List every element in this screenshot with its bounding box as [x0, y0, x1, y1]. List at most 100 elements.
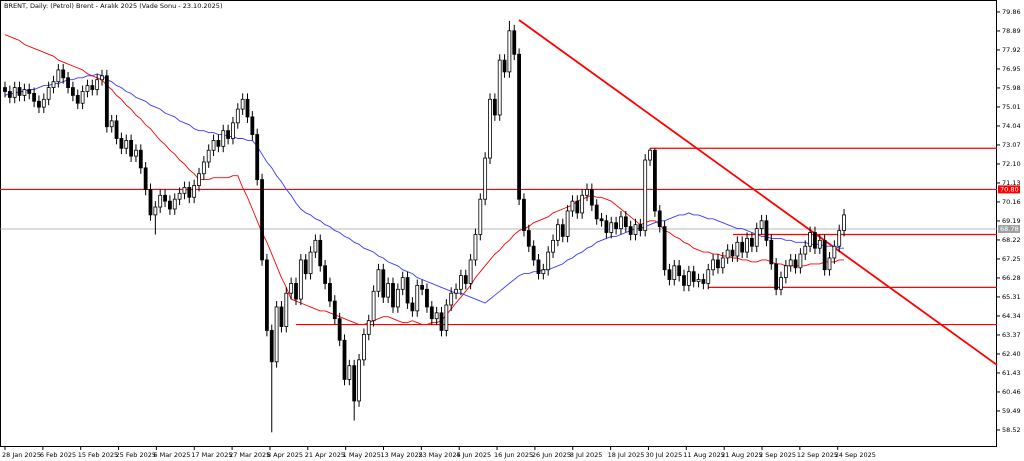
candle-body	[589, 189, 594, 206]
candle-body	[769, 239, 774, 265]
candle-body	[754, 228, 759, 247]
candle-body	[822, 239, 827, 271]
candle-body	[134, 149, 138, 157]
candle-body	[226, 130, 231, 139]
x-tick-label: 11 Aug 2025	[683, 451, 725, 459]
y-tick-label: 71.13	[1002, 179, 1021, 187]
candle-body	[565, 210, 570, 237]
candle-body	[41, 98, 46, 108]
candle-body	[536, 259, 541, 275]
candle-body	[779, 277, 783, 290]
candle-body	[347, 365, 352, 380]
candle-body	[303, 259, 308, 275]
candle-body	[75, 94, 80, 104]
candle-body	[308, 251, 313, 275]
candle-body	[361, 333, 366, 361]
candle-body	[143, 167, 148, 190]
price-label: 70.80	[1000, 185, 1019, 193]
candle-body	[386, 283, 391, 298]
candle-body	[109, 120, 114, 128]
candle-body	[366, 320, 371, 335]
candle-body	[817, 239, 822, 249]
y-tick-label: 69.19	[1002, 217, 1021, 225]
candle-body	[463, 275, 468, 284]
y-tick-label: 78.89	[1002, 27, 1021, 35]
candle-body	[371, 290, 376, 322]
candle-body	[163, 194, 167, 202]
candle-body	[298, 259, 303, 300]
candle-body	[740, 241, 745, 253]
candle-body	[556, 224, 560, 241]
candle-body	[473, 234, 478, 261]
x-tick-label: 25 Feb 2025	[116, 451, 156, 459]
candle-body	[725, 249, 730, 259]
candle-body	[449, 292, 454, 306]
x-tick-label: 2 Sep 2025	[759, 451, 796, 459]
y-tick-label: 66.28	[1002, 274, 1021, 282]
candle-body	[357, 359, 361, 402]
x-tick-label: 8 Apr 2025	[267, 451, 303, 459]
y-tick-label: 70.16	[1002, 198, 1021, 206]
candle-body	[793, 259, 798, 269]
candle-body	[541, 269, 546, 275]
trend-line	[518, 19, 998, 366]
candle-body	[551, 239, 555, 253]
x-tick-label: 24 Sep 2025	[835, 451, 876, 459]
candle-body	[71, 87, 75, 96]
candle-body	[517, 53, 521, 200]
y-tick-label: 77.92	[1002, 46, 1021, 54]
x-tick-label: 6 Mar 2025	[153, 451, 190, 459]
candle-body	[197, 173, 201, 186]
candle-body	[264, 259, 269, 331]
x-tick-label: 26 Jun 2025	[532, 451, 571, 459]
candle-body	[114, 120, 119, 139]
candle-body	[488, 98, 492, 159]
y-tick-label: 62.40	[1002, 350, 1021, 358]
candle-body	[531, 245, 536, 261]
candle-body	[614, 222, 618, 229]
candle-body	[832, 245, 837, 259]
candle-body	[764, 220, 769, 241]
candle-body	[497, 59, 502, 116]
candle-body	[788, 259, 793, 267]
y-tick-label: 75.01	[1002, 103, 1021, 111]
candle-body	[119, 138, 124, 149]
x-tick-label: 30 Jul 2025	[645, 451, 682, 459]
candle-body	[405, 277, 410, 304]
candle-body	[706, 269, 711, 284]
candle-body	[716, 259, 720, 269]
y-tick-label: 76.95	[1002, 65, 1021, 73]
candle-body	[604, 220, 609, 233]
candle-body	[328, 283, 332, 302]
candle-body	[187, 187, 192, 198]
x-tick-label: 15 Feb 2025	[78, 451, 118, 459]
candle-body	[720, 257, 725, 269]
chart-title: BRENT, Daily: (Petrol) Brent - Aralık 20…	[4, 2, 222, 10]
candle-body	[153, 206, 158, 216]
candle-body	[458, 275, 463, 290]
y-tick-label: 67.25	[1002, 255, 1021, 263]
x-tick-label: 23 May 2025	[418, 451, 460, 459]
candle-body	[85, 85, 90, 92]
candle-body	[633, 224, 638, 235]
candle-body	[837, 230, 842, 247]
candle-body	[750, 237, 754, 247]
candle-body	[628, 226, 633, 235]
candle-body	[803, 245, 808, 255]
candle-body	[51, 81, 56, 88]
candle-body	[318, 239, 323, 267]
candle-body	[774, 263, 779, 290]
y-tick-label: 60.46	[1002, 388, 1021, 396]
candle-body	[3, 87, 7, 92]
candle-body	[560, 224, 565, 237]
candle-body	[783, 265, 788, 278]
candle-body	[279, 306, 284, 327]
candle-body	[294, 283, 298, 300]
candle-body	[231, 122, 235, 139]
candle-body	[172, 198, 177, 210]
candle-body	[478, 198, 483, 235]
candle-body	[182, 187, 187, 194]
candle-body	[594, 204, 599, 220]
candle-body	[27, 89, 32, 94]
